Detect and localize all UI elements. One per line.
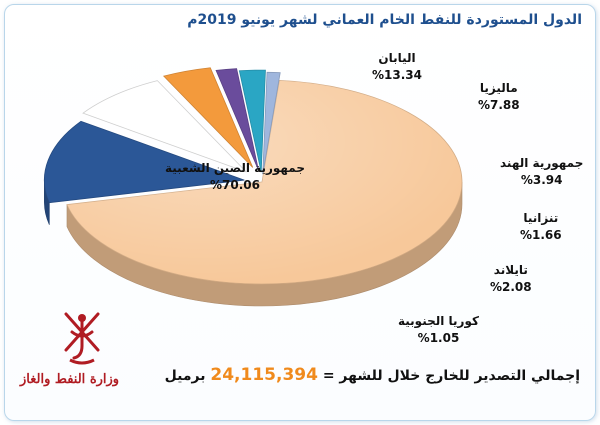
total-value: 24,115,394: [210, 365, 318, 385]
total-unit: برميل: [164, 368, 206, 384]
slice-name-tanzania: تنزانيا: [523, 211, 559, 225]
slice-name-india: جمهورية الهند: [500, 156, 584, 170]
export-total: إجمالي التصدير للخارج خلال للشهر = 24,11…: [165, 365, 580, 385]
slice-gloss-china: [66, 80, 463, 284]
slice-malaysia: [82, 80, 247, 173]
slice-name-japan: اليابان: [378, 51, 416, 65]
slice-label-tanzania: تنزانيا %1.66: [520, 210, 562, 244]
slice-tanzania: [215, 68, 259, 171]
slice-name-thailand: تايلاند: [493, 263, 528, 277]
slice-south-korea: [262, 71, 281, 175]
slice-value-thailand: %2.08: [490, 280, 532, 294]
slice-value-japan: %13.34: [372, 68, 422, 82]
slice-thailand: [238, 69, 266, 173]
slice-name-south-korea: كوريا الجنوبية: [398, 314, 479, 328]
slice-value-tanzania: %1.66: [520, 228, 562, 242]
ministry-emblem-icon: [64, 312, 100, 365]
slice-label-india: جمهورية الهند %3.94: [500, 155, 583, 189]
slice-name-malaysia: ماليزيا: [479, 81, 518, 95]
slice-label-thailand: تايلاند %2.08: [490, 262, 532, 296]
slice-label-malaysia: ماليزيا %7.88: [478, 80, 520, 114]
slice-india: [162, 67, 254, 168]
slice-label-china: جمهورية الصين الشعبية %70.06: [165, 160, 305, 194]
total-label: إجمالي التصدير للخارج خلال للشهر =: [322, 368, 580, 384]
slice-name-china: جمهورية الصين الشعبية: [165, 161, 306, 175]
slice-label-south-korea: كوريا الجنوبية %1.05: [398, 313, 479, 347]
ministry-name: وزارة النفط والغاز: [20, 372, 120, 387]
slice-value-india: %3.94: [520, 173, 563, 187]
slice-value-malaysia: %7.88: [478, 98, 520, 112]
slice-japan: [43, 120, 245, 204]
slice-value-china: %70.06: [210, 178, 260, 192]
slice-value-south-korea: %1.05: [417, 331, 460, 345]
slice-label-japan: اليابان %13.34: [372, 50, 422, 84]
chart-title: الدول المستوردة للنفط الخام العماني لشهر…: [187, 12, 582, 28]
